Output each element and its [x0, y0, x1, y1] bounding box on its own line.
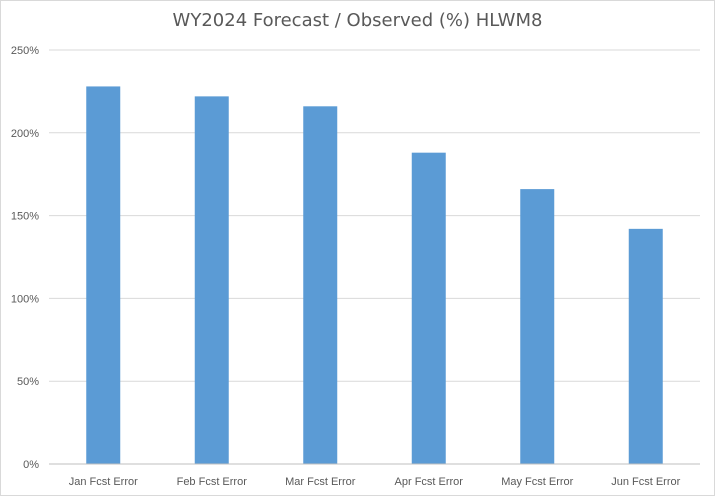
bar	[411, 152, 446, 464]
y-tick-label: 0%	[23, 459, 39, 471]
chart-title: WY2024 Forecast / Observed (%) HLWM8	[172, 10, 543, 31]
bar	[86, 86, 121, 464]
x-tick-label: Mar Fcst Error	[285, 476, 356, 488]
bar	[303, 106, 338, 464]
y-tick-label: 250%	[11, 45, 39, 57]
x-tick-label: May Fcst Error	[501, 476, 573, 488]
y-tick-label: 150%	[11, 211, 39, 223]
bar	[194, 96, 229, 465]
y-tick-label: 100%	[11, 293, 39, 305]
bar	[628, 228, 663, 464]
y-tick-label: 50%	[17, 376, 39, 388]
x-tick-label: Jun Fcst Error	[611, 476, 680, 488]
x-tick-label: Apr Fcst Error	[395, 476, 464, 488]
x-tick-label: Jan Fcst Error	[69, 476, 138, 488]
bar	[520, 189, 555, 464]
y-tick-label: 200%	[11, 128, 39, 140]
x-tick-label: Feb Fcst Error	[177, 476, 248, 488]
